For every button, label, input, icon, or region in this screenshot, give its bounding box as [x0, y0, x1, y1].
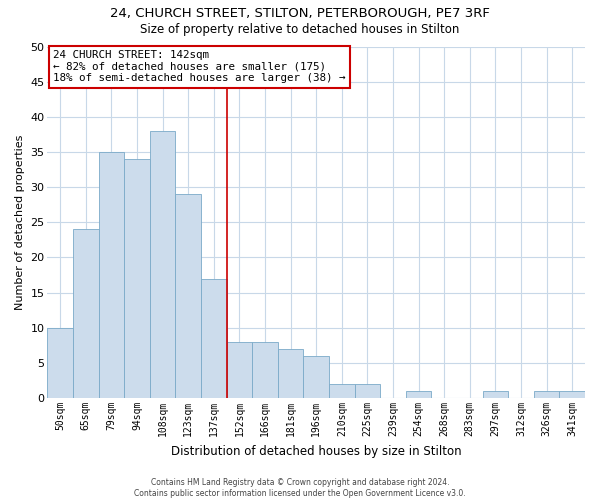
Text: 24, CHURCH STREET, STILTON, PETERBOROUGH, PE7 3RF: 24, CHURCH STREET, STILTON, PETERBOROUGH… [110, 8, 490, 20]
Text: 24 CHURCH STREET: 142sqm
← 82% of detached houses are smaller (175)
18% of semi-: 24 CHURCH STREET: 142sqm ← 82% of detach… [53, 50, 346, 83]
Bar [534, 391, 559, 398]
Bar [98, 152, 124, 398]
Bar [175, 194, 201, 398]
Bar [252, 342, 278, 398]
Bar [329, 384, 355, 398]
Bar [482, 391, 508, 398]
Text: Contains HM Land Registry data © Crown copyright and database right 2024.
Contai: Contains HM Land Registry data © Crown c… [134, 478, 466, 498]
Bar [304, 356, 329, 398]
Bar [227, 342, 252, 398]
Bar [355, 384, 380, 398]
Bar [406, 391, 431, 398]
Bar [278, 349, 304, 398]
Bar [201, 278, 227, 398]
Bar [559, 391, 585, 398]
Bar [150, 131, 175, 398]
Bar [124, 159, 150, 398]
Bar [73, 230, 98, 398]
X-axis label: Distribution of detached houses by size in Stilton: Distribution of detached houses by size … [171, 444, 461, 458]
Y-axis label: Number of detached properties: Number of detached properties [15, 134, 25, 310]
Text: Size of property relative to detached houses in Stilton: Size of property relative to detached ho… [140, 22, 460, 36]
Bar [47, 328, 73, 398]
